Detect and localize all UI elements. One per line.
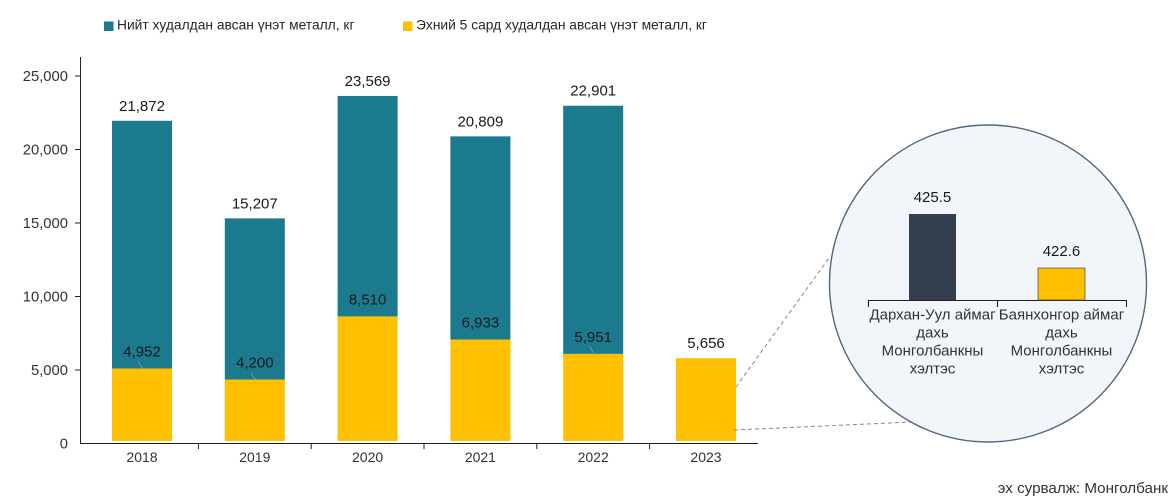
svg-text:15,207: 15,207 [232, 195, 278, 212]
svg-text:20,000: 20,000 [23, 143, 68, 159]
svg-text:23,569: 23,569 [345, 73, 391, 90]
svg-text:25,000: 25,000 [23, 69, 68, 85]
svg-text:8,510: 8,510 [349, 291, 387, 308]
svg-text:422.6: 422.6 [1043, 243, 1081, 260]
svg-text:2018: 2018 [126, 449, 157, 465]
svg-text:2022: 2022 [578, 449, 609, 465]
svg-text:4,200: 4,200 [236, 355, 274, 372]
svg-text:15,000: 15,000 [23, 216, 68, 232]
svg-text:2019: 2019 [239, 449, 270, 465]
svg-text:эх сурвалж: Монголбанк: эх сурвалж: Монголбанк [998, 480, 1169, 497]
svg-text:хэлтэс: хэлтэс [910, 361, 956, 378]
svg-text:2021: 2021 [465, 449, 496, 465]
svg-text:хэлтэс: хэлтэс [1039, 361, 1085, 378]
svg-text:дахь: дахь [1045, 325, 1078, 342]
svg-text:2023: 2023 [690, 449, 721, 465]
svg-text:0: 0 [60, 437, 68, 453]
svg-text:21,872: 21,872 [119, 98, 165, 115]
svg-text:22,901: 22,901 [570, 83, 616, 100]
svg-text:Нийт худалдан авсан үнэт метал: Нийт худалдан авсан үнэт металл, кг [117, 18, 354, 33]
svg-text:Монголбанкны: Монголбанкны [882, 343, 984, 360]
svg-text:10,000: 10,000 [23, 290, 68, 306]
svg-text:2020: 2020 [352, 449, 383, 465]
svg-text:20,809: 20,809 [457, 113, 503, 130]
svg-text:5,656: 5,656 [687, 335, 725, 352]
svg-text:Баянхонгор аймаг: Баянхонгор аймаг [999, 307, 1125, 324]
svg-text:6,933: 6,933 [462, 315, 500, 332]
svg-text:4,952: 4,952 [123, 344, 161, 361]
svg-text:Монголбанкны: Монголбанкны [1011, 343, 1113, 360]
svg-text:Эхний 5 сард худалдан авсан үн: Эхний 5 сард худалдан авсан үнэт металл,… [416, 18, 707, 33]
svg-text:5,951: 5,951 [574, 329, 612, 346]
svg-text:дахь: дахь [916, 325, 949, 342]
svg-text:425.5: 425.5 [914, 189, 952, 206]
svg-text:5,000: 5,000 [31, 363, 68, 379]
svg-text:Дархан-Уул аймаг: Дархан-Уул аймаг [869, 307, 996, 324]
